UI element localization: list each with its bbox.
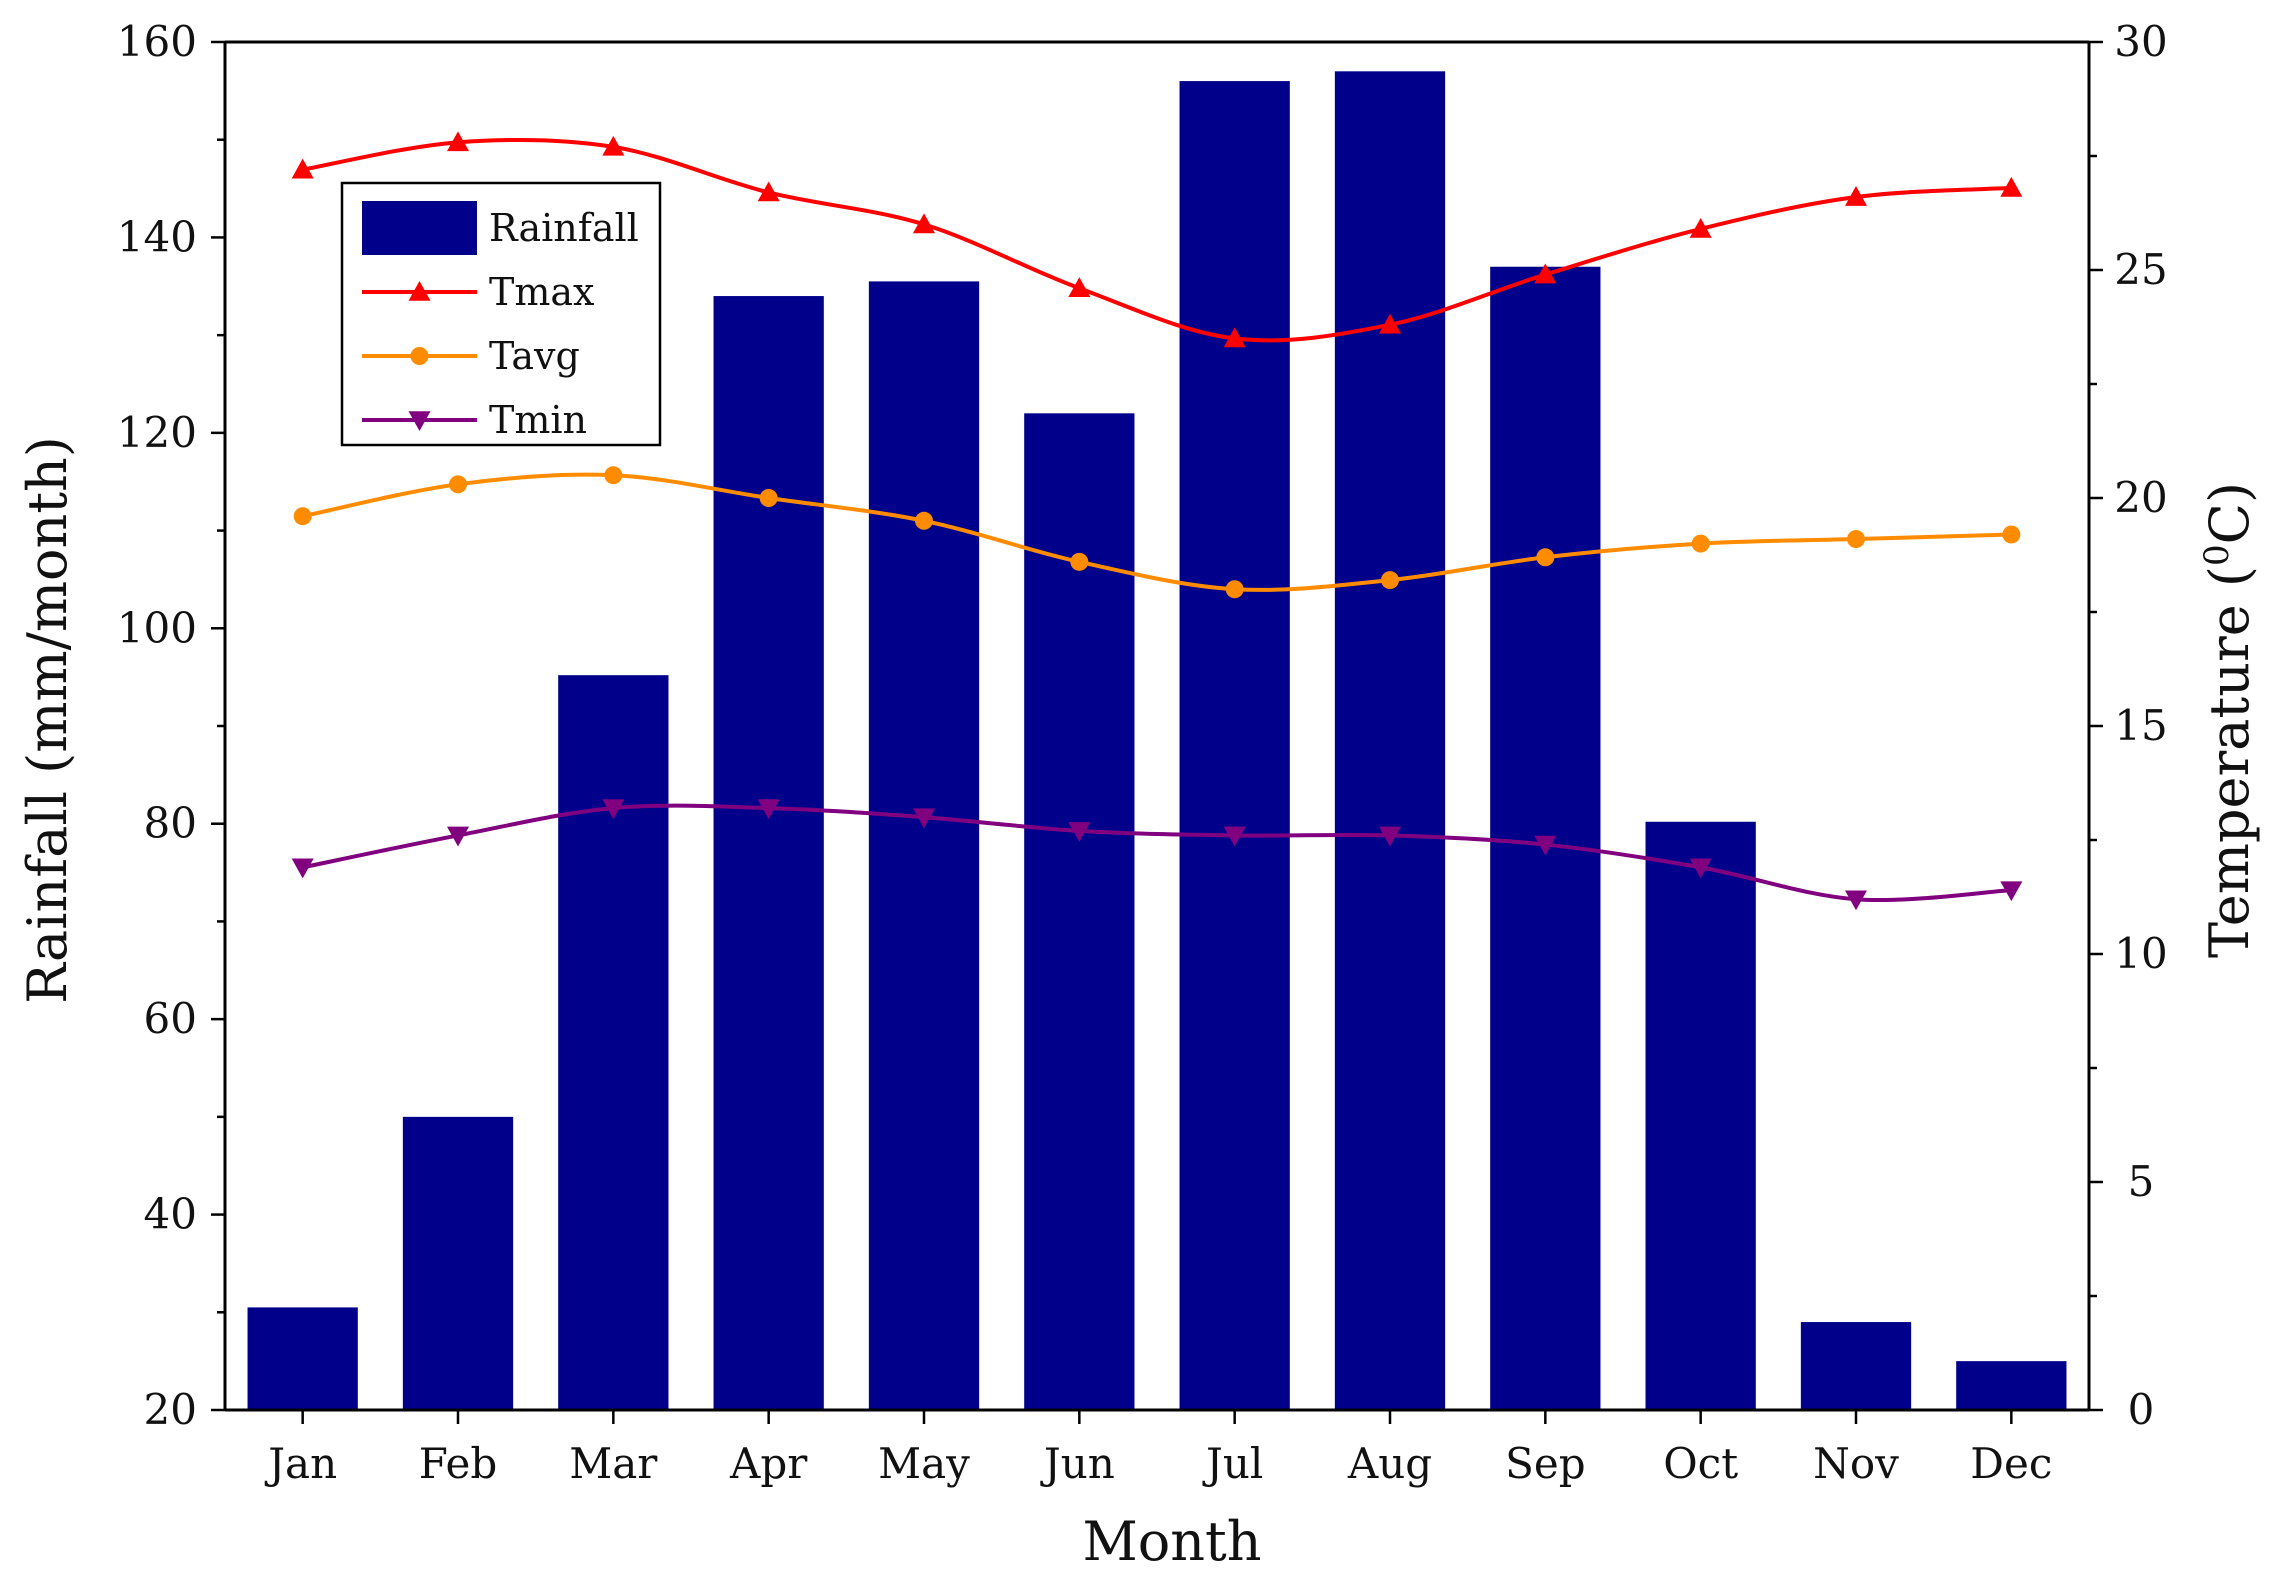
tmax-point-jan <box>291 158 314 179</box>
tavg-line <box>302 472 2012 592</box>
tavg-point-jan <box>293 507 312 526</box>
tmax-point-dec <box>2000 176 2023 197</box>
tmin-point-dec <box>2000 881 2023 902</box>
tavg-point-may <box>915 511 933 530</box>
y2-tick-label-10: 10 <box>2114 929 2167 978</box>
tmin-point-oct <box>1689 858 1712 879</box>
y2-tick-label-30: 30 <box>2114 17 2167 66</box>
y2-axis-title-sup: 0 <box>2197 544 2237 566</box>
rainfall-bar-may <box>868 281 980 1410</box>
x-tick-label-nov: Nov <box>1813 1439 1899 1488</box>
tmin-point-jan <box>291 858 314 879</box>
rainfall-bar-jan <box>247 1307 358 1410</box>
tmin-point-jun <box>1068 822 1091 842</box>
tmin-line <box>302 803 2012 903</box>
tmin-point-nov <box>1845 890 1867 911</box>
y-tick-label-100: 100 <box>117 603 197 652</box>
tavg-point-jun <box>1070 552 1089 571</box>
x-tick-label-jun: Jun <box>1040 1439 1115 1488</box>
y2-tick-label-20: 20 <box>2114 473 2167 522</box>
rainfall-bar-aug <box>1334 71 1446 1410</box>
tmin-point-apr <box>757 799 780 820</box>
y-tick-label-40: 40 <box>144 1190 197 1239</box>
y-tick-label-160: 160 <box>117 17 197 66</box>
tavg-point-nov <box>1847 530 1865 549</box>
y2-axis-title-main: Temperature ( <box>2198 566 2261 958</box>
tmax-point-jun <box>1068 277 1091 298</box>
axes: 20 40 60 80 100 120 140 160 0 5 10 15 20 25 30 Jan Feb Ma… <box>117 17 2168 1488</box>
x-tick-label-dec: Dec <box>1970 1439 2052 1488</box>
tavg-point-oct <box>1691 534 1710 553</box>
x-tick-label-feb: Feb <box>419 1439 498 1488</box>
rainfall-bar-mar <box>558 675 669 1410</box>
legend-label-tavg: Tavg <box>489 334 580 378</box>
x-tick-label-sep: Sep <box>1505 1439 1586 1488</box>
tmax-point-apr <box>757 181 780 202</box>
tmax-point-sep <box>1534 263 1557 284</box>
tmax-point-feb <box>447 131 469 152</box>
tavg-point-feb <box>449 475 467 494</box>
y2-tick-label-25: 25 <box>2114 245 2167 294</box>
tmin-point-feb <box>447 826 469 847</box>
tmax-point-aug <box>1379 313 1401 334</box>
y2-axis-title: Temperature (0C) <box>2197 482 2261 958</box>
tmax-point-mar <box>602 135 625 156</box>
tmin-series <box>291 799 2023 911</box>
rainfall-bar-nov <box>1800 1322 1912 1410</box>
tmax-point-nov <box>1845 186 1867 206</box>
x-axis-title: Month <box>1082 1510 1261 1573</box>
y2-tick-label-5: 5 <box>2128 1157 2155 1206</box>
y2-tick-label-0: 0 <box>2128 1385 2155 1434</box>
tavg-point-dec <box>2002 525 2021 544</box>
tmin-point-sep <box>1534 835 1557 856</box>
legend: Rainfall Tmax Tavg Tmin <box>340 181 662 447</box>
rainfall-bar-oct <box>1645 821 1756 1410</box>
tavg-point-mar <box>604 466 623 485</box>
x-tick-label-oct: Oct <box>1663 1439 1738 1488</box>
tavg-point-aug <box>1381 571 1399 590</box>
tavg-point-apr <box>759 489 778 507</box>
x-tick-label-aug: Aug <box>1347 1439 1432 1488</box>
tavg-point-jul <box>1225 580 1244 599</box>
x-tick-label-may: May <box>878 1439 970 1488</box>
legend-label-tmin: Tmin <box>489 398 587 442</box>
legend-marker-tmax <box>408 281 431 301</box>
rainfall-bar-jul <box>1179 81 1290 1411</box>
tmax-point-jul <box>1223 327 1246 348</box>
y-tick-label-20: 20 <box>144 1385 197 1434</box>
rainfall-bar-dec <box>1956 1361 2067 1410</box>
rainfall-bar-jun <box>1024 413 1135 1410</box>
tmin-point-aug <box>1379 826 1401 847</box>
tmax-point-may <box>913 213 935 234</box>
legend-label-rainfall: Rainfall <box>489 206 639 250</box>
y2-tick-label-15: 15 <box>2114 701 2167 750</box>
temperature-lines <box>291 131 2023 911</box>
rainfall-bar-apr <box>713 296 824 1410</box>
legend-swatch-rainfall <box>362 201 477 255</box>
y-tick-label-120: 120 <box>117 408 197 457</box>
y2-axis-title-unit: C) <box>2198 482 2261 544</box>
rainfall-bars <box>247 71 2067 1411</box>
y-axis-title: Rainfall (mm/month) <box>16 436 79 1004</box>
legend-marker-tmin <box>408 411 431 431</box>
tavg-series <box>293 466 2021 599</box>
tmax-line <box>302 137 2012 343</box>
tavg-point-sep <box>1536 548 1555 567</box>
rainfall-bar-feb <box>402 1116 514 1410</box>
x-tick-label-jan: Jan <box>264 1439 337 1488</box>
y-tick-label-80: 80 <box>144 799 197 848</box>
tmin-point-jul <box>1223 826 1246 847</box>
tmin-point-mar <box>602 799 625 820</box>
y-tick-label-60: 60 <box>144 994 197 1043</box>
tmin-point-may <box>913 808 935 829</box>
x-tick-label-jul: Jul <box>1202 1439 1263 1488</box>
legend-label-tmax: Tmax <box>489 270 594 314</box>
x-tick-label-apr: Apr <box>729 1439 808 1488</box>
tmax-point-oct <box>1689 217 1712 238</box>
x-tick-label-mar: Mar <box>569 1439 658 1488</box>
legend-marker-tavg <box>410 347 429 365</box>
y-tick-label-140: 140 <box>117 212 197 261</box>
tmax-series <box>291 131 2023 348</box>
